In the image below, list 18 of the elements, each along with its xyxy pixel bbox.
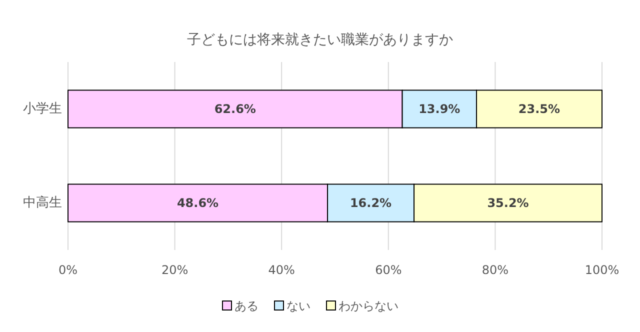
legend-label: ある bbox=[234, 299, 258, 313]
chart-title: 子どもには将来就きたい職業がありますか bbox=[187, 32, 453, 48]
data-label: 16.2% bbox=[350, 196, 392, 210]
y-tick-label: 中高生 bbox=[23, 194, 62, 210]
data-label: 62.6% bbox=[214, 102, 256, 116]
data-label: 13.9% bbox=[418, 102, 460, 116]
legend-label: ない bbox=[286, 299, 310, 313]
x-tick-label: 40% bbox=[268, 263, 295, 277]
data-label: 35.2% bbox=[487, 196, 529, 210]
x-tick-label: 60% bbox=[375, 263, 402, 277]
x-tick-label: 0% bbox=[58, 263, 78, 277]
y-tick-label: 小学生 bbox=[23, 102, 62, 116]
x-tick-label: 80% bbox=[482, 263, 509, 277]
x-tick-label: 20% bbox=[161, 263, 188, 277]
legend-label: わからない bbox=[338, 299, 398, 313]
x-tick-label: 100% bbox=[584, 263, 620, 277]
data-label: 48.6% bbox=[176, 196, 219, 210]
data-label: 23.5% bbox=[518, 102, 560, 116]
